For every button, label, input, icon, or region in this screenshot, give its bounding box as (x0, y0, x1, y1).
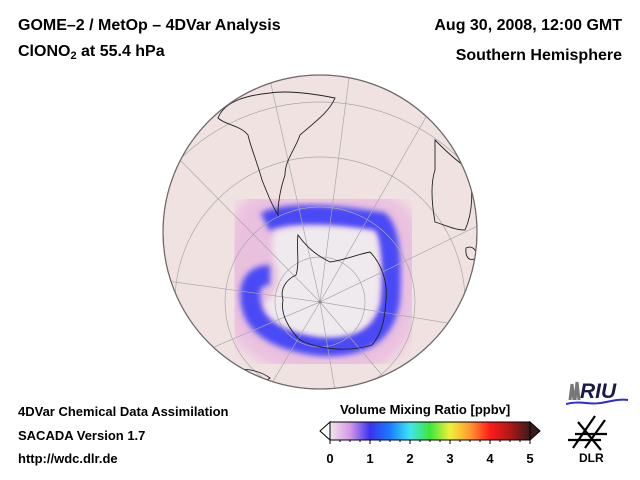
species-label: ClONO2 at 55.4 hPa (18, 43, 165, 62)
colorbar-title: Volume Mixing Ratio [ppbv] (340, 402, 511, 417)
region-label: Southern Hemisphere (455, 47, 622, 64)
date-label: Aug 30, 2008, 12:00 GMT (434, 17, 622, 34)
riu-logo-text: RIU (580, 380, 617, 403)
plot-title: GOME–2 / MetOp – 4DVar Analysis (18, 17, 281, 34)
river-icon (566, 398, 629, 405)
colorbar-tick-label: 5 (526, 451, 534, 466)
colorbar-tick-label: 2 (406, 451, 414, 466)
colorbar-tick-label: 1 (366, 451, 374, 466)
south-pole-marker (318, 300, 322, 304)
colorbar-over-arrow (529, 420, 541, 442)
cathedral-icon (568, 381, 581, 401)
riu-logo: RIU (566, 380, 629, 405)
colorbar-gradient (329, 421, 531, 441)
colorbar-under-arrow (319, 420, 331, 442)
colorbar-tick-label: 3 (446, 451, 454, 466)
footer-line-1: 4DVar Chemical Data Assimilation (18, 404, 229, 419)
coastlines (217, 91, 477, 383)
species-subscript: 2 (70, 50, 77, 62)
colorbar-tick-label: 4 (486, 451, 494, 466)
colorbar-tick-label: 0 (326, 451, 334, 466)
africa-coast (431, 138, 473, 231)
vortex-ring (240, 205, 401, 357)
globe-map (162, 74, 478, 390)
south-america-coast (217, 91, 336, 217)
dlr-emblem-icon (568, 415, 607, 451)
colorbar (319, 420, 541, 444)
footer-url[interactable]: http://wdc.dlr.de (18, 451, 118, 466)
antarctica-coast (281, 233, 387, 350)
pressure-level: at 55.4 hPa (76, 43, 165, 60)
dlr-logo: DLR (568, 415, 607, 464)
dlr-logo-text: DLR (579, 451, 604, 464)
species-name: ClONO (18, 43, 71, 60)
footer-line-2: SACADA Version 1.7 (18, 428, 146, 443)
graticule (163, 75, 477, 389)
